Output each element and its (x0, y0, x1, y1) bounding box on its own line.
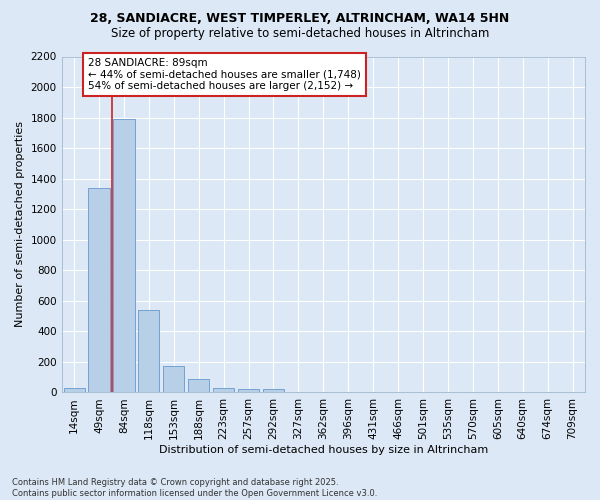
Bar (64, 388, 85, 392)
Bar (88, 188, 110, 392)
Bar (213, 388, 234, 392)
X-axis label: Distribution of semi-detached houses by size in Altrincham: Distribution of semi-detached houses by … (159, 445, 488, 455)
Bar (138, 310, 160, 392)
Text: 28, SANDIACRE, WEST TIMPERLEY, ALTRINCHAM, WA14 5HN: 28, SANDIACRE, WEST TIMPERLEY, ALTRINCHA… (91, 12, 509, 26)
Bar (163, 366, 184, 392)
Text: Contains HM Land Registry data © Crown copyright and database right 2025.
Contai: Contains HM Land Registry data © Crown c… (12, 478, 377, 498)
Bar (188, 380, 209, 392)
Text: 28 SANDIACRE: 89sqm
← 44% of semi-detached houses are smaller (1,748)
54% of sem: 28 SANDIACRE: 89sqm ← 44% of semi-detach… (88, 58, 361, 91)
Y-axis label: Number of semi-detached properties: Number of semi-detached properties (15, 122, 25, 328)
Text: Size of property relative to semi-detached houses in Altrincham: Size of property relative to semi-detach… (111, 28, 489, 40)
Bar (238, 390, 259, 392)
Bar (113, 119, 134, 392)
Bar (263, 390, 284, 392)
